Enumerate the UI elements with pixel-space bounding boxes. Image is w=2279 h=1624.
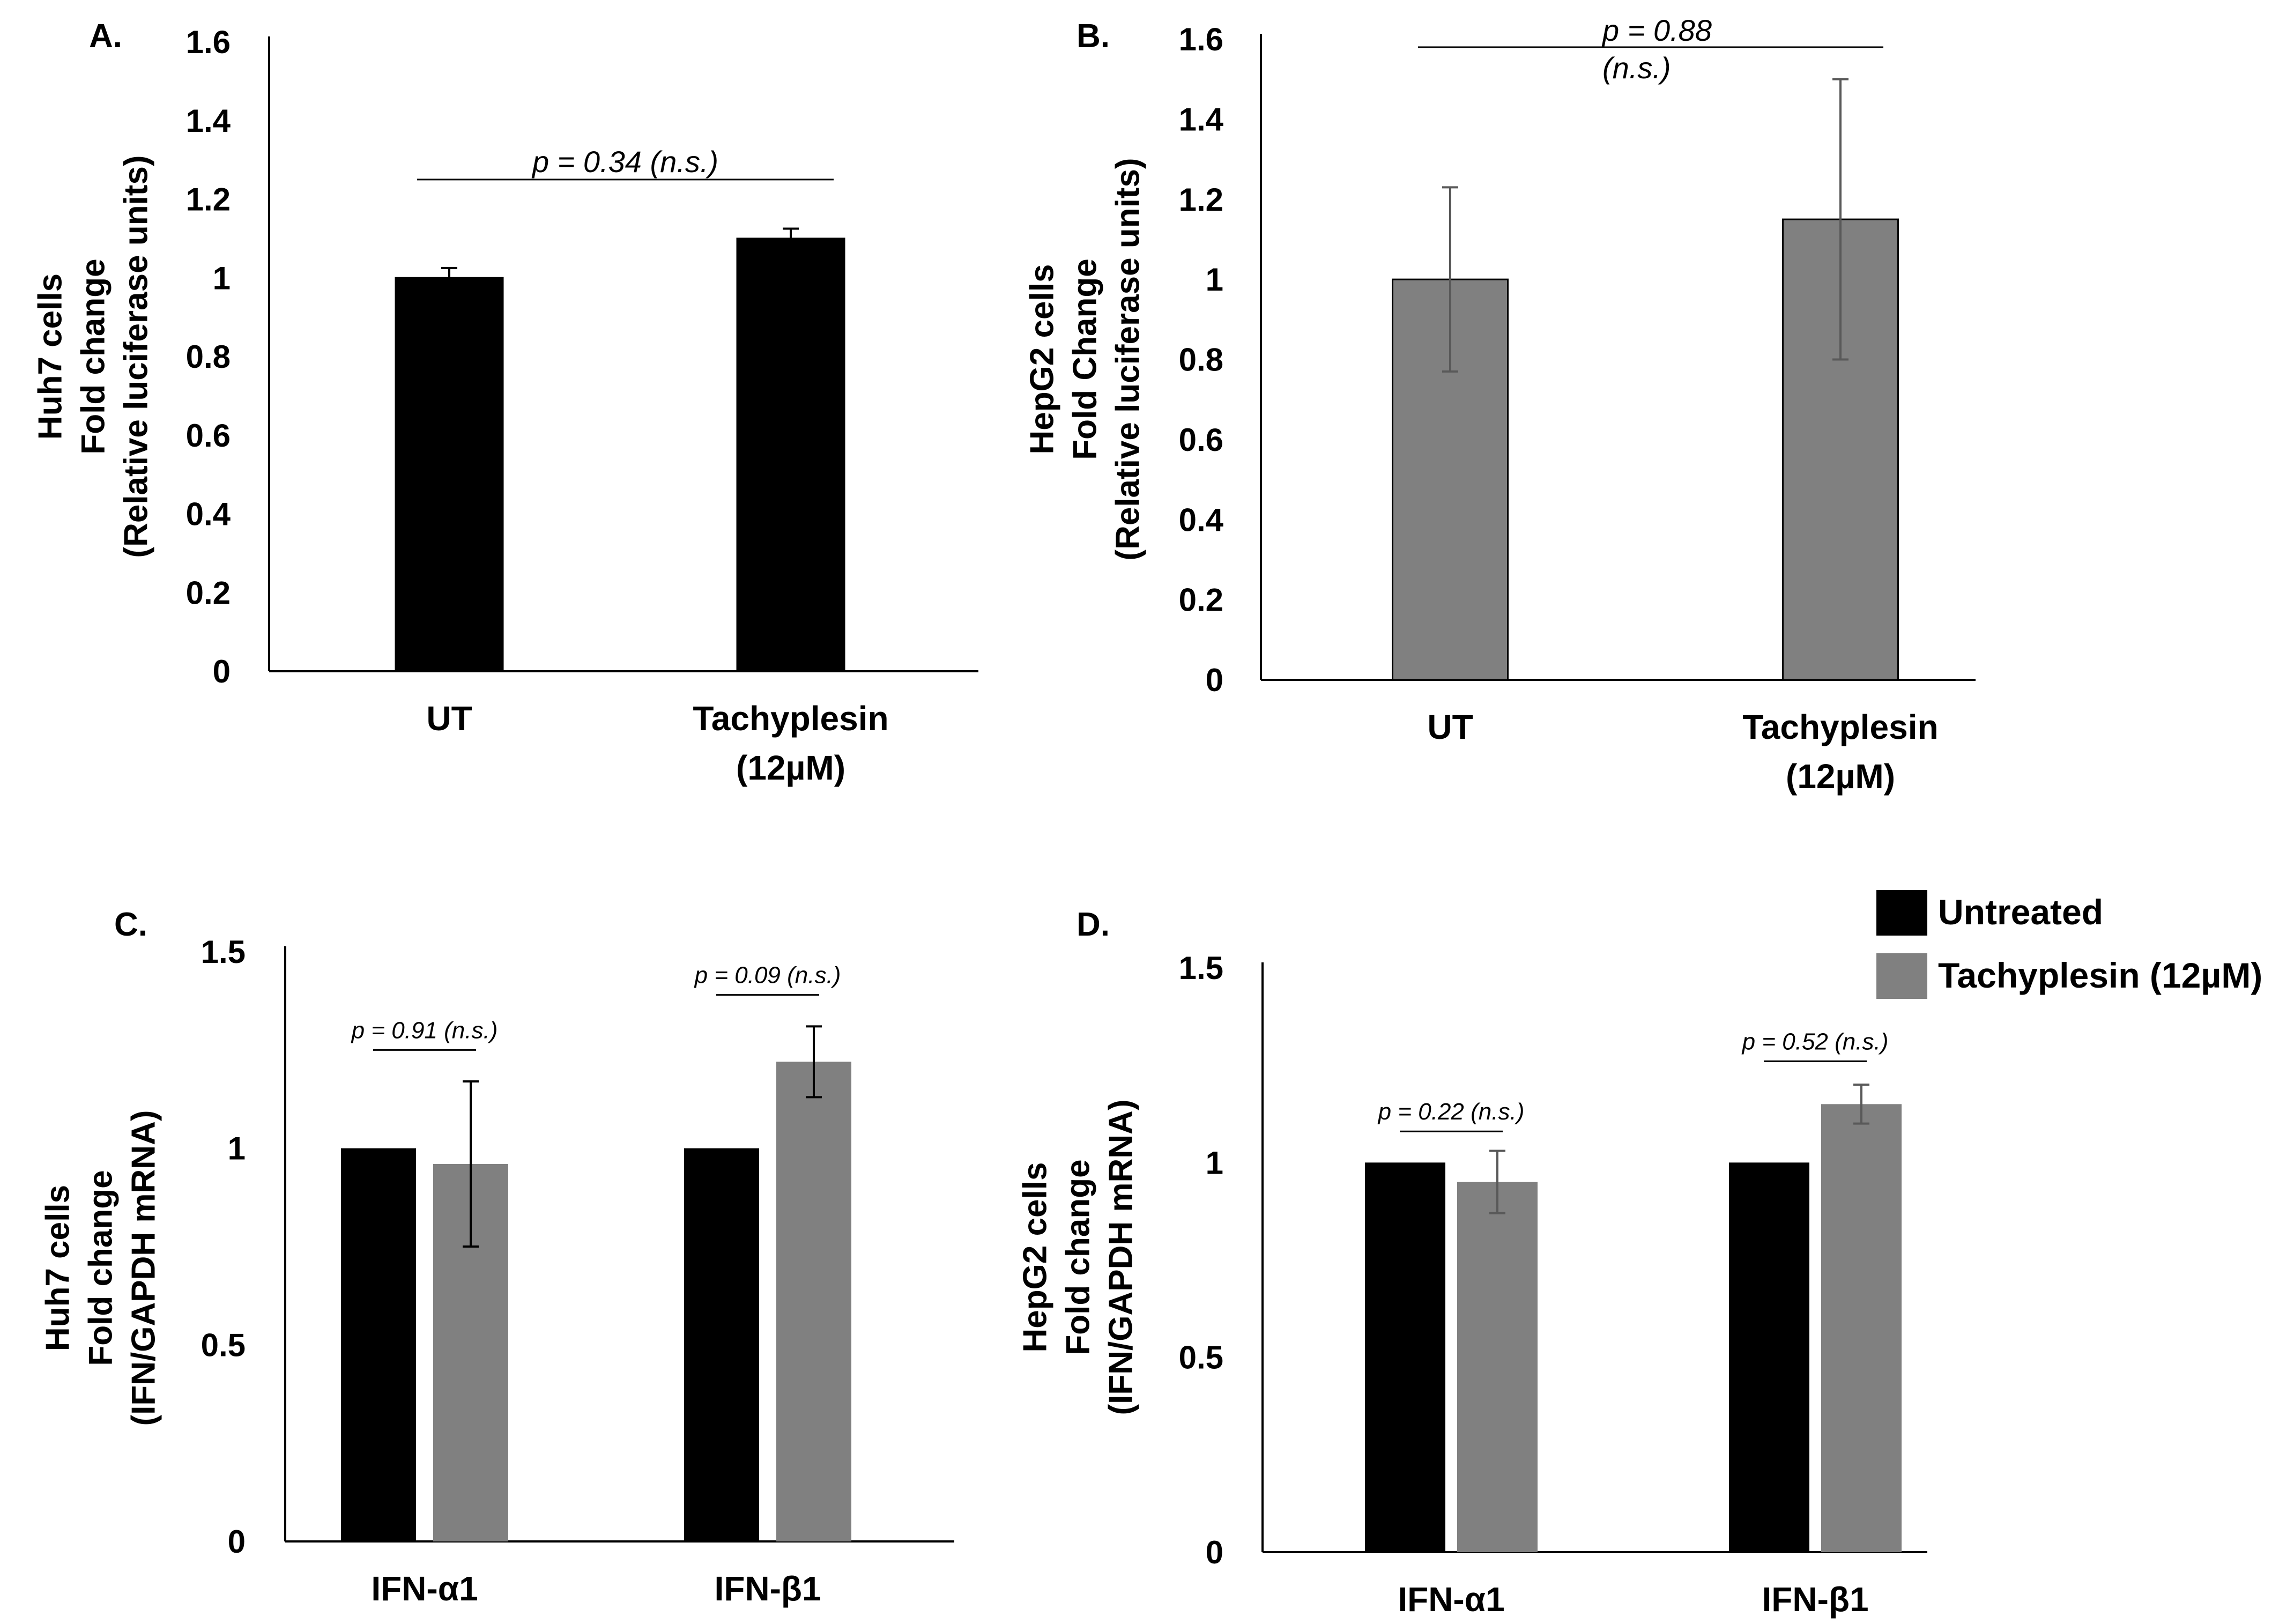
bar — [1729, 1162, 1809, 1552]
y-tick-label: 1.6 — [186, 24, 231, 60]
legend-swatch — [1876, 953, 1927, 999]
bar — [1457, 1182, 1538, 1552]
p-value-label: p = 0.88 — [1601, 13, 1712, 47]
y-tick-label: 0.8 — [186, 339, 231, 375]
y-axis-label-line: Huh7 cells — [32, 273, 69, 440]
p-value-label: (n.s.) — [1602, 51, 1671, 85]
y-tick-label: 0.6 — [186, 418, 231, 454]
y-tick-label: 0.4 — [186, 496, 231, 532]
y-tick-label: 1 — [1206, 1145, 1223, 1181]
panel-b-chart: B. 0 0.2 0.4 0.6 0.8 1 1.2 1.4 1.6 HepG2 cells Fold… — [1023, 13, 1976, 796]
y-tick-label: 1.6 — [1179, 21, 1223, 57]
y-tick-label: 0 — [213, 654, 231, 689]
y-tick-label: 1 — [213, 260, 231, 296]
legend-label: Untreated — [1938, 892, 2103, 932]
bar — [1365, 1162, 1445, 1552]
y-axis-label-line: (Relative luciferase units) — [1109, 158, 1146, 560]
y-tick-label: 0.8 — [1179, 342, 1223, 378]
panel-label: D. — [1077, 906, 1110, 943]
p-value-label: p = 0.52 (n.s.) — [1741, 1028, 1889, 1055]
x-category-label: IFN-β1 — [714, 1569, 821, 1608]
y-tick-label: 1 — [1206, 262, 1223, 298]
panel-a-chart: A. 0 0.2 0.4 0.6 0.8 1 1.2 1.4 1.6 Huh7 cells Fold … — [32, 18, 978, 787]
y-axis-label-line: Huh7 cells — [39, 1185, 76, 1351]
panel-d-chart: D. 0 0.5 1 1.5 HepG2 cells Fold change (IFN/GAP… — [1016, 906, 1927, 1619]
y-tick-label: 0.2 — [1179, 582, 1223, 618]
y-axis-label-line: (IFN/GAPDH mRNA) — [125, 1110, 162, 1426]
bar — [776, 1062, 851, 1541]
y-tick-label: 0.5 — [201, 1327, 246, 1363]
panel-label: A. — [89, 18, 122, 55]
y-tick-label: 1.2 — [186, 182, 231, 218]
bar — [736, 238, 845, 672]
x-category-label: Tachyplesin (12µM) — [1742, 708, 1938, 796]
y-tick-label: 0.2 — [186, 575, 231, 611]
bar — [341, 1148, 416, 1541]
y-axis-label-line: (IFN/GAPDH mRNA) — [1102, 1100, 1139, 1415]
y-tick-label: 1.4 — [1179, 101, 1224, 137]
y-tick-label: 0 — [228, 1524, 246, 1560]
y-axis-label-line: (Relative luciferase units) — [117, 155, 154, 558]
y-axis-label-line: Fold change — [82, 1170, 119, 1366]
p-value-label: p = 0.09 (n.s.) — [694, 962, 841, 989]
legend: Untreated Tachyplesin (12µM) — [1876, 890, 2262, 999]
bar — [1821, 1104, 1902, 1552]
y-tick-label: 1 — [228, 1131, 246, 1167]
x-category-label: Tachyplesin (12µM) — [693, 699, 888, 787]
x-category-label: UT — [426, 699, 472, 738]
legend-label: Tachyplesin (12µM) — [1938, 955, 2262, 995]
panel-label: B. — [1077, 18, 1110, 55]
y-tick-label: 0 — [1206, 662, 1223, 698]
y-axis-label-line: HepG2 cells — [1023, 264, 1060, 455]
y-axis-label-line: HepG2 cells — [1016, 1162, 1053, 1353]
panel-label: C. — [114, 906, 147, 943]
p-value-label: p = 0.22 (n.s.) — [1377, 1099, 1525, 1125]
y-tick-label: 1.5 — [201, 934, 246, 970]
bar — [684, 1148, 759, 1541]
bar — [395, 277, 504, 672]
x-category-label: UT — [1427, 708, 1473, 746]
y-tick-label: 1.4 — [186, 103, 231, 139]
p-value-label: p = 0.34 (n.s.) — [531, 145, 718, 179]
legend-swatch — [1876, 890, 1927, 936]
p-value-label: p = 0.91 (n.s.) — [351, 1017, 498, 1043]
x-category-label: IFN-β1 — [1762, 1580, 1868, 1619]
y-axis-label-line: Fold change — [75, 258, 112, 454]
x-category-label: IFN-α1 — [371, 1569, 478, 1608]
x-category-label: IFN-α1 — [1398, 1580, 1504, 1619]
y-tick-label: 1.5 — [1179, 950, 1223, 986]
panel-c-chart: C. 0 0.5 1 1.5 Huh7 cells Fold change (IFN/GAPD… — [39, 906, 954, 1608]
y-tick-label: 0 — [1206, 1534, 1223, 1570]
y-axis-label-line: Fold change — [1059, 1159, 1096, 1355]
y-tick-label: 1.2 — [1179, 182, 1223, 218]
y-tick-label: 0.5 — [1179, 1340, 1223, 1376]
y-axis-label-line: Fold Change — [1066, 258, 1103, 459]
y-tick-label: 0.4 — [1179, 502, 1224, 538]
y-tick-label: 0.6 — [1179, 422, 1223, 458]
